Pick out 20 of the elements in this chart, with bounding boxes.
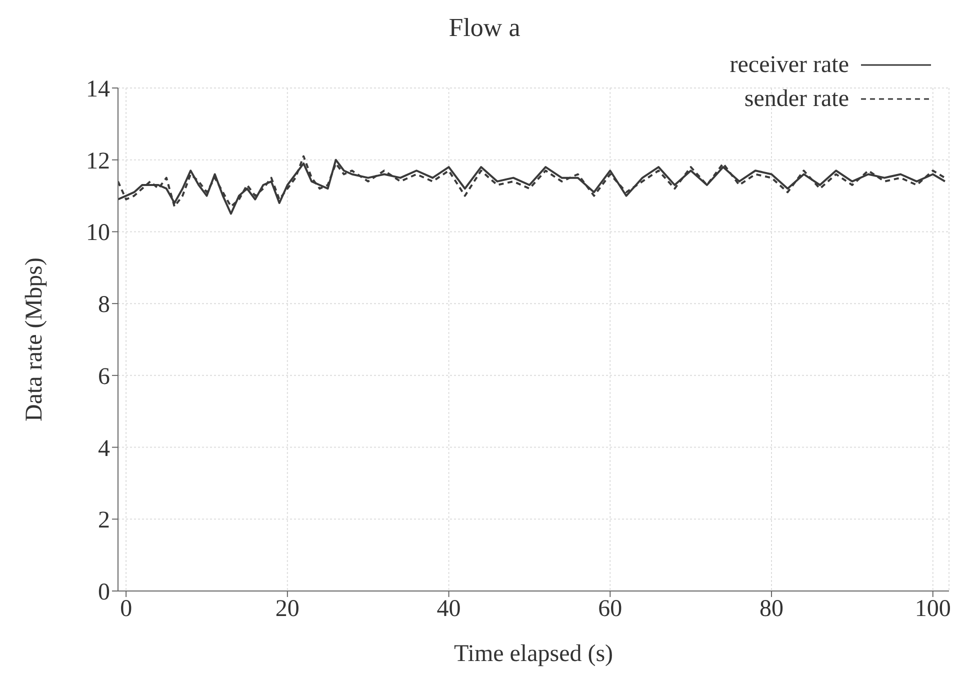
legend-label: sender rate xyxy=(744,85,849,114)
x-tick-label: 20 xyxy=(275,596,300,622)
x-axis-title: Time elapsed (s) xyxy=(454,641,614,667)
chart-title: Flow a xyxy=(448,12,522,44)
y-tick-label: 12 xyxy=(86,148,110,174)
y-tick-label: 6 xyxy=(98,364,110,390)
x-tick-label: 100 xyxy=(914,596,951,622)
y-tick-label: 14 xyxy=(86,76,110,103)
x-tick-label: 80 xyxy=(760,596,784,622)
y-tick-label: 4 xyxy=(98,436,110,462)
legend-label: receiver rate xyxy=(730,51,849,80)
y-tick-label: 0 xyxy=(98,580,110,606)
x-tick-label: 40 xyxy=(436,596,461,622)
y-tick-label: 8 xyxy=(98,292,110,318)
y-axis-title: Data rate (Mbps) xyxy=(22,258,48,422)
x-tick-label: 60 xyxy=(598,596,622,622)
y-tick-label: 2 xyxy=(98,508,110,534)
x-tick-label: 0 xyxy=(120,596,132,622)
y-tick-label: 10 xyxy=(86,220,110,246)
line-series xyxy=(118,158,946,215)
